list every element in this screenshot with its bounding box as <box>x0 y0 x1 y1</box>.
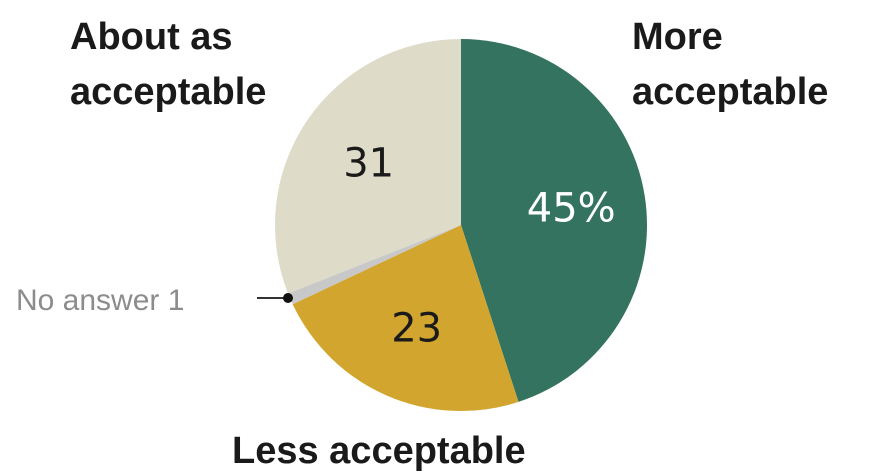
no-answer-callout-dot <box>283 293 293 303</box>
pie-slices <box>275 39 647 411</box>
pie-slice-no-answer <box>288 225 461 305</box>
label-about-as-acceptable-line1: About as <box>70 16 233 58</box>
slice-value-less-acceptable: 23 <box>391 305 442 351</box>
label-less-acceptable: Less acceptable <box>232 430 526 472</box>
pie-slice-less-acceptable <box>292 225 519 411</box>
label-more-acceptable-line2: acceptable <box>632 71 828 113</box>
label-about-as-acceptable-line2: acceptable <box>70 71 266 113</box>
pie-slice-about-as-acceptable <box>275 39 461 294</box>
slice-value-labels: 45% 23 31 <box>343 140 615 351</box>
label-more-acceptable-line1: More <box>632 16 723 58</box>
pie-slice-more-acceptable <box>461 39 647 402</box>
label-no-answer: No answer 1 <box>16 284 184 317</box>
slice-value-about-as-acceptable: 31 <box>343 140 394 186</box>
slice-value-more-acceptable: 45% <box>527 186 616 232</box>
